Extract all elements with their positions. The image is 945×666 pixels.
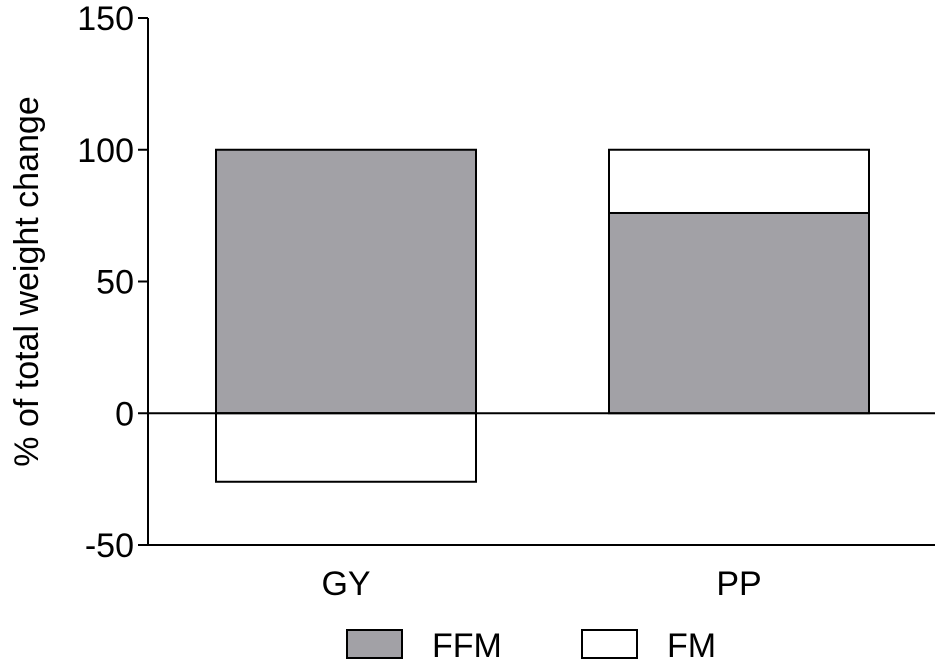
legend-label-fm: FM (667, 627, 716, 665)
legend: FFM FM (346, 627, 716, 665)
legend-swatch-fm (581, 629, 638, 659)
bars-group (215, 148, 870, 483)
legend-swatch-ffm (346, 629, 403, 659)
y-axis-title: % of total weight change (8, 96, 46, 466)
bar-pp-fm (608, 148, 870, 214)
bar-pp-ffm (608, 211, 870, 415)
x-category-label: GY (321, 565, 370, 603)
y-tick-label: -50 (85, 527, 134, 565)
x-category-label: PP (716, 565, 761, 603)
y-tick-label: 0 (115, 395, 134, 433)
y-tick-label: 100 (77, 132, 134, 170)
y-tick-label: 50 (96, 264, 134, 302)
x-category-labels: GY PP (321, 565, 761, 603)
bar-gy-ffm (215, 148, 477, 415)
y-ticks: -50 0 50 100 150 (77, 0, 148, 565)
legend-label-ffm: FFM (432, 627, 502, 665)
y-tick-label: 150 (77, 0, 134, 38)
bar-gy-fm (215, 412, 477, 483)
